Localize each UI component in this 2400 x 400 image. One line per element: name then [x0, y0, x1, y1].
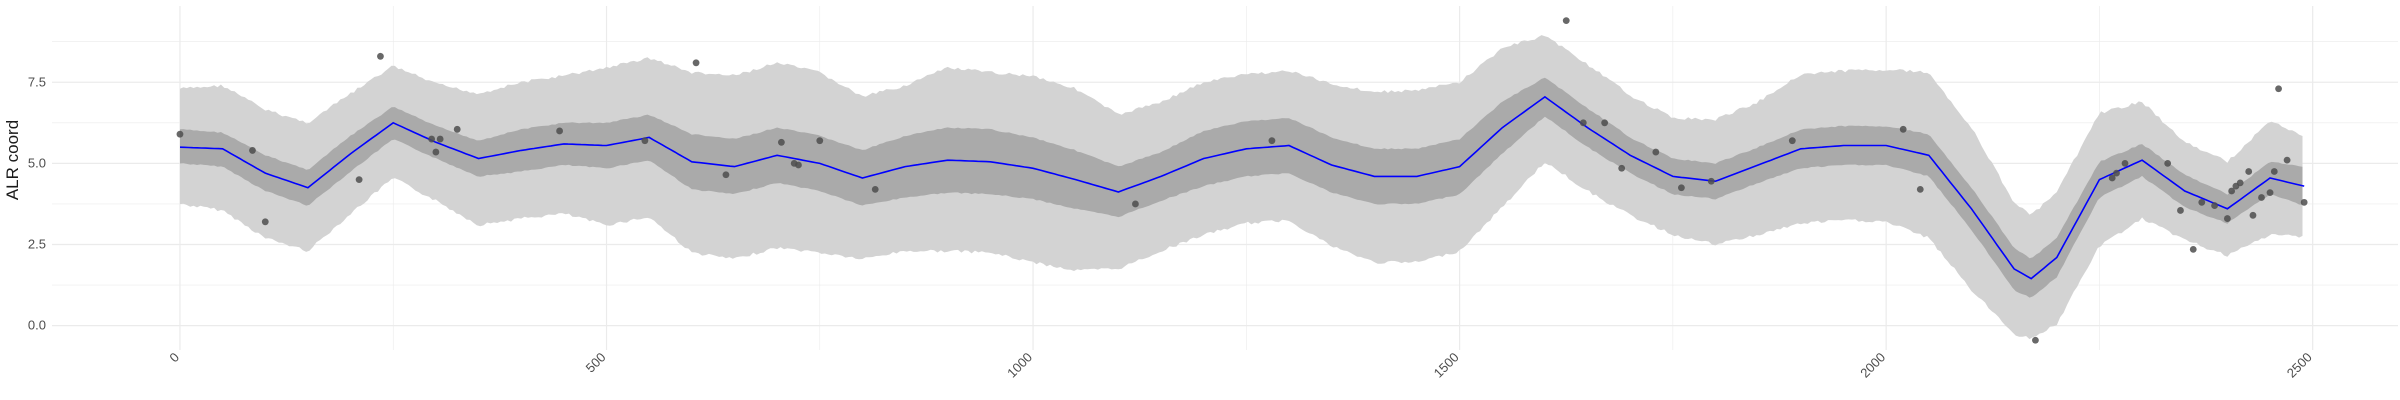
x-tick-label: 0 — [166, 350, 182, 366]
data-point — [2164, 159, 2172, 167]
data-point — [2032, 336, 2039, 344]
data-point — [1579, 119, 1587, 127]
data-point — [355, 176, 363, 184]
data-point — [2121, 159, 2129, 167]
data-point — [453, 125, 461, 133]
data-point — [2113, 169, 2120, 177]
x-tick-label: 500 — [583, 350, 609, 376]
data-point — [556, 127, 563, 135]
data-point — [2283, 156, 2291, 164]
data-point — [1268, 137, 1276, 145]
data-point — [2249, 211, 2257, 219]
y-tick-label: 2.5 — [28, 237, 46, 252]
y-axis-title: ALR coord — [3, 120, 22, 200]
data-point — [1707, 177, 1715, 185]
y-tick-label: 5.0 — [28, 155, 46, 170]
mean-trend-line — [179, 95, 2305, 280]
y-axis-ticks: 0.0 2.5 5.0 7.5 — [28, 74, 46, 332]
data-point — [1916, 185, 1924, 193]
x-tick-label: 2000 — [1857, 350, 1888, 381]
data-point — [2228, 187, 2236, 195]
data-point — [2198, 198, 2206, 206]
y-tick-label: 7.5 — [28, 74, 46, 89]
data-point — [2270, 168, 2278, 175]
data-point — [2211, 202, 2218, 209]
data-point — [2223, 215, 2231, 222]
data-point — [428, 135, 436, 143]
data-point — [176, 130, 184, 138]
data-point — [1132, 200, 1139, 208]
data-point — [261, 218, 269, 226]
data-point — [1562, 17, 1570, 25]
data-point — [692, 59, 700, 67]
data-point — [871, 185, 879, 193]
x-tick-label: 1500 — [1431, 350, 1462, 381]
data-point — [1899, 125, 1907, 133]
data-point — [2275, 85, 2282, 93]
data-point — [2108, 174, 2116, 182]
data-point — [1601, 119, 1609, 127]
data-point — [2177, 207, 2184, 214]
data-point — [1788, 137, 1796, 145]
data-point — [249, 147, 256, 154]
data-point — [795, 161, 802, 169]
data-point — [2266, 189, 2274, 197]
data-point — [436, 135, 444, 143]
data-point — [2258, 194, 2265, 201]
data-point — [432, 148, 440, 156]
data-point — [1618, 164, 1626, 172]
data-points — [176, 17, 2308, 344]
data-point — [641, 137, 649, 145]
data-point — [1678, 184, 1685, 192]
data-point — [2300, 198, 2308, 206]
outer-confidence-band — [180, 35, 2303, 340]
data-point — [816, 137, 824, 145]
data-point — [722, 171, 730, 179]
x-tick-label: 1000 — [1004, 350, 1035, 381]
data-point — [1652, 148, 1660, 156]
data-point — [777, 138, 785, 146]
data-point — [377, 52, 384, 60]
x-tick-label: 2500 — [2284, 350, 2315, 381]
data-point — [2245, 168, 2253, 175]
data-point — [2189, 245, 2197, 253]
data-point — [2236, 179, 2244, 187]
x-axis-ticks: 0 500 1000 1500 2000 2500 — [166, 350, 2314, 381]
y-tick-label: 0.0 — [28, 318, 46, 333]
